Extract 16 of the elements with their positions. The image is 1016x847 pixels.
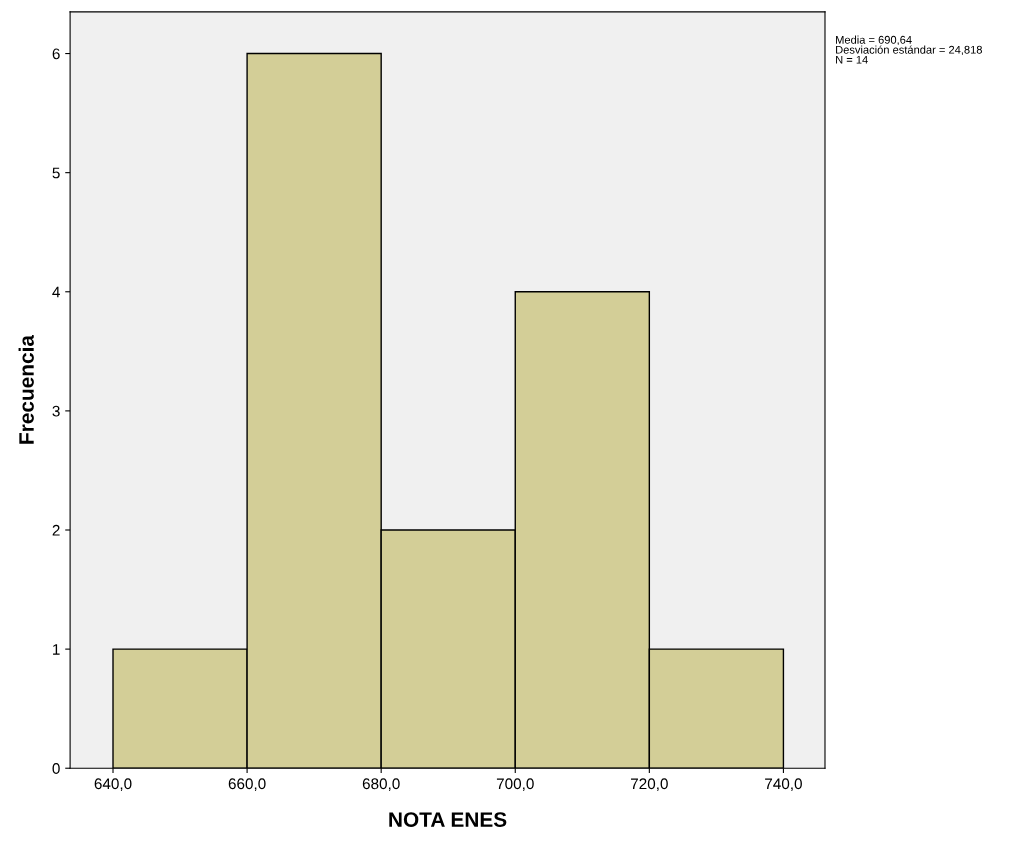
y-tick-label: 1 (53, 644, 60, 655)
y-tick-label: 0 (52, 763, 60, 774)
x-tick-label: 740,0 (765, 778, 802, 791)
y-axis-title: Frecuencia (18, 334, 34, 444)
y-tick-label: 4 (52, 286, 60, 298)
x-tick-label: 700,0 (496, 778, 534, 791)
x-tick-label: 680,0 (362, 778, 400, 791)
y-tick-label: 3 (52, 405, 60, 417)
x-tick-label: 720,0 (631, 778, 668, 791)
x-tick-label: 640,0 (94, 778, 132, 791)
y-tick-label: 6 (52, 48, 60, 60)
text: Media = 690,64 Desviación estándar = 24,818 N = 14 (836, 35, 982, 64)
x-tick-label: 660,0 (228, 778, 266, 791)
y-tick-label: 2 (52, 524, 60, 536)
y-tick-label: 5 (52, 167, 60, 179)
x-axis-title: NOTA ENES (389, 812, 507, 827)
